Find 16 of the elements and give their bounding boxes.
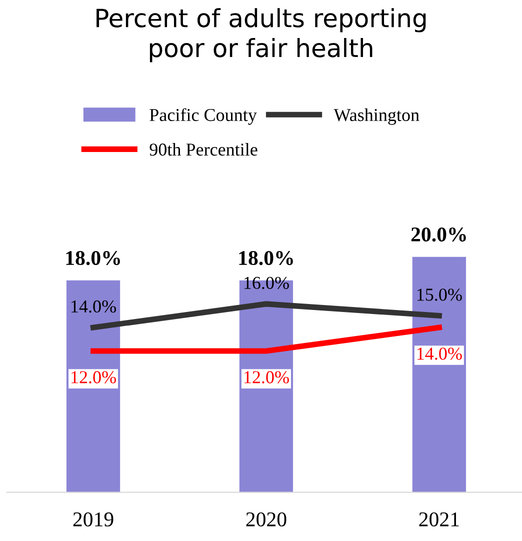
data-label: 12.0% — [244, 371, 289, 384]
x-tick-label: 2019 — [73, 512, 114, 526]
data-label: 15.0% — [417, 288, 462, 301]
data-label: 16.0% — [244, 276, 289, 290]
data-label: 20.0% — [411, 227, 466, 242]
x-tick-label: 2021 — [419, 512, 459, 526]
legend-label: 90th Percentile — [150, 142, 258, 156]
legend-label: Pacific County — [150, 108, 257, 125]
data-label: 18.0% — [239, 250, 293, 266]
data-label: 14.0% — [72, 300, 116, 313]
legend-label: Washington — [334, 108, 420, 125]
chart-title: Percent of adults reporting poor or fair health — [96, 8, 426, 62]
x-tick-label: 2020 — [246, 512, 286, 526]
data-label: 14.0% — [417, 348, 462, 360]
data-label: 18.0% — [66, 250, 120, 266]
data-label: 12.0% — [72, 371, 116, 384]
